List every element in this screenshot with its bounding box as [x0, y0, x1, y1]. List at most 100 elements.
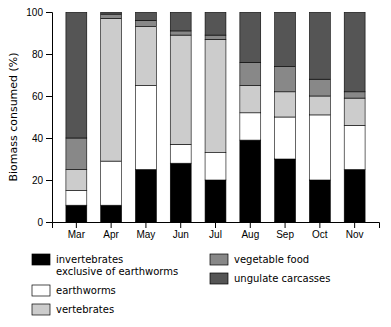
y-tick-mark: [46, 222, 52, 223]
x-tick-mark: [319, 222, 320, 228]
bar-segment: [275, 117, 296, 159]
x-tick-label: Jul: [209, 229, 222, 240]
bar-segment: [205, 35, 226, 39]
legend-item: earthworms: [32, 285, 116, 296]
bar-segment: [344, 170, 365, 223]
chart: Mar Apr May Jun Jul Aug Sep Oct Nov 0 20 40 60 80 100 B…: [0, 0, 391, 327]
bar-segment: [66, 191, 87, 206]
bar-segment: [240, 140, 261, 222]
y-tick-label: 20: [32, 175, 44, 186]
bar-segment: [240, 12, 261, 62]
legend-swatch: [210, 273, 228, 284]
x-tick: May: [136, 222, 155, 240]
x-tick: Nov: [346, 222, 364, 240]
bar-segment: [309, 96, 330, 115]
legend-swatch: [32, 304, 50, 315]
bar-segment: [66, 170, 87, 191]
bar-segment: [101, 12, 122, 14]
x-tick-mark: [145, 222, 146, 228]
y-tick-mark: [46, 180, 52, 181]
y-tick-mark: [46, 54, 52, 55]
bar-segment: [309, 12, 330, 79]
x-tick: Jun: [173, 222, 189, 240]
x-tick: Mar: [68, 222, 86, 240]
bar-segment: [66, 205, 87, 222]
bar-segment: [344, 92, 365, 98]
bar-segment: [275, 67, 296, 92]
bar-segment: [135, 12, 156, 20]
legend-label: vertebrates: [56, 304, 114, 315]
y-axis: 0 20 40 60 80 100: [26, 7, 52, 228]
y-tick-mark: [46, 12, 52, 13]
plot: Mar Apr May Jun Jul Aug Sep Oct Nov 0 20 40 60 80 100: [26, 7, 379, 240]
y-tick-label: 80: [32, 49, 44, 60]
x-axis: Mar Apr May Jun Jul Aug Sep Oct Nov: [53, 222, 380, 240]
x-axis-line: [53, 223, 380, 229]
bar-segment: [275, 159, 296, 222]
bar-segment: [344, 98, 365, 125]
bar-segment: [205, 180, 226, 222]
y-tick-label: 60: [32, 91, 44, 102]
x-tick-label: Apr: [103, 229, 119, 240]
bar-segment: [101, 205, 122, 222]
bar-segment: [170, 144, 191, 163]
y-tick: 80: [32, 49, 52, 60]
bar-segment: [344, 125, 365, 169]
bar-segment: [205, 12, 226, 35]
x-tick-mark: [215, 222, 216, 228]
x-tick: Jul: [209, 222, 222, 240]
bar-segment: [101, 14, 122, 18]
legend-item: ungulate carcasses: [210, 273, 330, 284]
bar-segment: [275, 12, 296, 67]
bar-segment: [135, 86, 156, 170]
y-tick-label: 100: [26, 7, 43, 18]
bar-segment: [309, 79, 330, 96]
series: [66, 12, 365, 138]
x-tick-label: Jun: [173, 229, 189, 240]
bar-segment: [101, 161, 122, 205]
y-tick: 0: [37, 217, 52, 228]
y-tick-label: 0: [37, 217, 43, 228]
bar-segment: [135, 170, 156, 223]
bar-segment: [344, 12, 365, 92]
bar-segment: [170, 31, 191, 35]
x-tick: Apr: [103, 222, 119, 240]
x-tick-mark: [76, 222, 77, 228]
bar-segment: [135, 20, 156, 26]
bars: [66, 12, 365, 222]
bar-segment: [205, 153, 226, 180]
bar-segment: [205, 39, 226, 152]
bar-segment: [309, 180, 330, 222]
legend-label: vegetable food: [234, 254, 309, 265]
bar-segment: [101, 18, 122, 161]
x-tick-mark: [285, 222, 286, 228]
x-tick: Aug: [241, 222, 259, 240]
bar-segment: [240, 86, 261, 113]
x-tick: Oct: [312, 222, 328, 240]
bar-segment: [309, 115, 330, 180]
y-tick: 60: [32, 91, 52, 102]
bar-segment: [135, 27, 156, 86]
x-tick-label: Sep: [276, 229, 294, 240]
y-tick: 40: [32, 133, 52, 144]
bar-segment: [170, 163, 191, 222]
y-tick-label: 40: [32, 133, 44, 144]
x-tick: Sep: [276, 222, 294, 240]
legend-label: earthworms: [56, 285, 116, 296]
legend-item: vertebrates: [32, 304, 114, 315]
x-tick-mark: [111, 222, 112, 228]
x-tick-label: May: [136, 229, 155, 240]
y-tick-mark: [46, 138, 52, 139]
legend-item: vegetable food: [210, 254, 309, 265]
legend-swatch: [32, 254, 50, 265]
y-tick: 100: [26, 7, 52, 18]
y-axis-title: Biomass consumed (%): [7, 52, 20, 181]
bar-segment: [275, 92, 296, 117]
legend: invertebratesexclusive of earthwormseart…: [32, 254, 330, 315]
legend-label: ungulate carcasses: [234, 273, 330, 284]
legend-swatch: [32, 285, 50, 296]
bar-segment: [240, 62, 261, 85]
bar-segment: [66, 138, 87, 170]
x-tick-label: Nov: [346, 229, 364, 240]
bar-segment: [170, 35, 191, 144]
